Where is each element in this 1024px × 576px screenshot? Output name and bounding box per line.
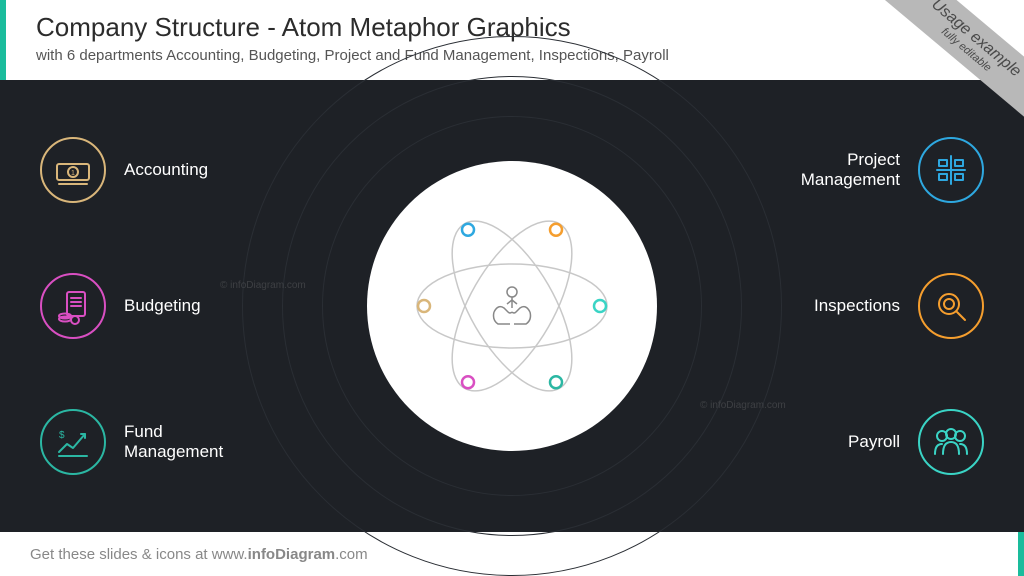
svg-text:1: 1 (71, 170, 75, 177)
department-payroll: Payroll (760, 409, 984, 475)
gantt-icon (918, 137, 984, 203)
document-coins-icon (40, 273, 106, 339)
chart-growth-icon: $ (40, 409, 106, 475)
money-bill-icon: 1 (40, 137, 106, 203)
department-label: Payroll (848, 432, 900, 452)
left-departments: 1 Accounting Budgeting $ Fund Management (40, 137, 264, 475)
center-circle (367, 161, 657, 451)
atom-diagram (387, 181, 637, 431)
department-fund-management: $ Fund Management (40, 409, 264, 475)
svg-text:$: $ (59, 430, 65, 441)
department-label: Project Management (760, 150, 900, 191)
right-departments: Project Management Inspections Payroll (760, 137, 984, 475)
diagram-canvas: 1 Accounting Budgeting $ Fund Management Pro… (0, 80, 1024, 532)
department-accounting: 1 Accounting (40, 137, 264, 203)
department-label: Budgeting (124, 296, 201, 316)
department-label: Fund Management (124, 422, 264, 463)
department-budgeting: Budgeting (40, 273, 264, 339)
department-inspections: Inspections (760, 273, 984, 339)
people-icon (918, 409, 984, 475)
footer-text: Get these slides & icons at www.infoDiag… (30, 546, 368, 563)
magnifier-icon (918, 273, 984, 339)
department-project-management: Project Management (760, 137, 984, 203)
department-label: Accounting (124, 160, 208, 180)
department-label: Inspections (814, 296, 900, 316)
